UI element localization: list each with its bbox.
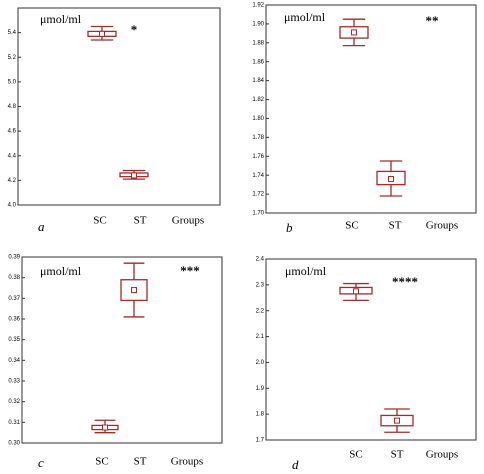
y-tick-label: 0.39 [8, 255, 20, 261]
median [394, 417, 400, 424]
y-tick-label: 0.32 [8, 399, 20, 405]
y-tick-label: 0.31 [8, 420, 20, 426]
y-tick-label: 1.76 [252, 154, 264, 160]
y-tick-label: 4.8 [8, 104, 17, 110]
y-tick-label: 1.88 [252, 40, 264, 46]
x-axis-label: Groups [172, 215, 204, 227]
x-tick-label: SC [349, 449, 362, 461]
y-tick-label: 2.0 [256, 360, 265, 366]
y-tick-label: 0.36 [8, 317, 20, 323]
plot-frame [265, 4, 477, 214]
plot-frame [265, 258, 477, 441]
median [353, 288, 359, 295]
y-tick-label: 1.7 [256, 438, 265, 444]
x-axis-label: Groups [171, 456, 203, 468]
y-tick-label: 2.4 [256, 257, 265, 263]
y-tick-label: 1.86 [252, 59, 264, 65]
panel-letter: c [38, 455, 44, 470]
y-tick-label: 1.92 [252, 3, 264, 9]
significance: * [131, 22, 138, 37]
y-tick-label: 1.90 [252, 21, 264, 27]
y-tick-label: 4.2 [8, 178, 17, 184]
significance: **** [392, 274, 418, 289]
unit-label: μmol/ml [40, 12, 82, 26]
significance: ** [426, 13, 439, 28]
x-axis-label: Groups [426, 220, 458, 232]
panel-letter: b [286, 220, 293, 235]
y-tick-label: 4.4 [8, 153, 17, 159]
y-tick-label: 1.84 [252, 78, 264, 84]
y-tick-label: 1.9 [256, 386, 265, 392]
y-tick-label: 1.72 [252, 192, 264, 198]
y-tick-label: 2.1 [256, 334, 265, 340]
x-tick-label: ST [389, 220, 402, 232]
y-tick-label: 0.34 [8, 358, 20, 364]
median [351, 29, 357, 36]
median [131, 172, 137, 179]
x-tick-label: ST [134, 215, 147, 227]
significance: *** [180, 263, 200, 278]
y-tick-label: 0.38 [8, 275, 20, 281]
unit-label: μmol/ml [284, 10, 326, 24]
panel-letter: d [292, 457, 299, 472]
x-tick-label: SC [345, 220, 358, 232]
median [131, 287, 137, 294]
unit-label: μmol/ml [40, 264, 82, 278]
y-tick-label: 2.2 [256, 308, 265, 314]
y-tick-label: 1.82 [252, 97, 264, 103]
median [102, 424, 108, 431]
y-tick-label: 1.80 [252, 116, 264, 122]
y-tick-label: 5.2 [8, 55, 17, 61]
plot-frame [21, 256, 223, 444]
median [99, 30, 105, 37]
y-tick-label: 0.37 [8, 296, 20, 302]
y-tick-label: 4.0 [8, 203, 17, 209]
y-tick-label: 1.8 [256, 412, 265, 418]
unit-label: μmol/ml [285, 264, 327, 278]
median [388, 175, 394, 182]
x-tick-label: SC [93, 215, 106, 227]
y-tick-label: 0.35 [8, 337, 20, 343]
y-tick-label: 1.74 [252, 173, 264, 179]
panel-letter: a [38, 219, 45, 234]
plot-frame [17, 7, 221, 206]
x-tick-label: SC [95, 456, 108, 468]
y-tick-label: 1.70 [252, 211, 264, 217]
y-tick-label: 1.78 [252, 135, 264, 141]
x-tick-label: ST [134, 456, 147, 468]
y-tick-label: 0.30 [8, 441, 20, 447]
x-axis-label: Groups [426, 449, 458, 461]
y-tick-label: 2.3 [256, 282, 265, 288]
y-tick-label: 5.4 [8, 30, 17, 36]
x-tick-label: ST [391, 449, 404, 461]
y-tick-label: 0.33 [8, 379, 20, 385]
y-tick-label: 5.0 [8, 79, 17, 85]
y-tick-label: 4.6 [8, 129, 17, 135]
